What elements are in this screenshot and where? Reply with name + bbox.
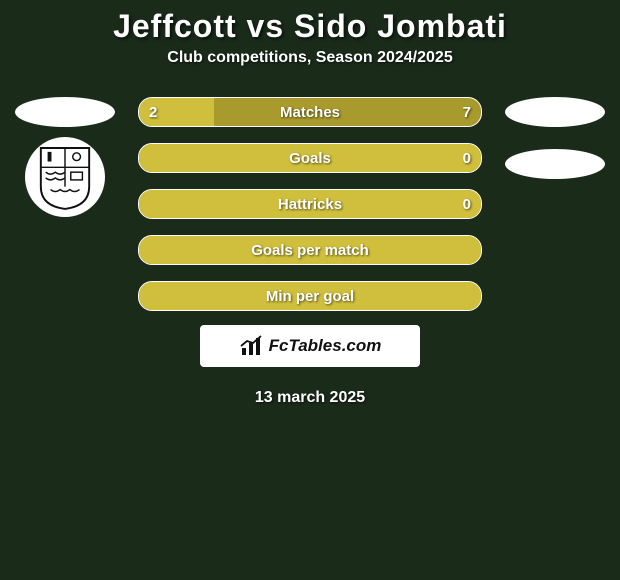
content-row: 2Matches7Goals0Hattricks0Goals per match… bbox=[10, 97, 610, 311]
stat-bar-goals-per-match: Goals per match bbox=[138, 235, 482, 265]
stat-bar-matches: 2Matches7 bbox=[138, 97, 482, 127]
brand-name: FcTables.com bbox=[269, 336, 382, 356]
right-player-column bbox=[500, 97, 610, 179]
subtitle: Club competitions, Season 2024/2025 bbox=[10, 49, 610, 67]
stat-label: Hattricks bbox=[139, 190, 481, 218]
player-right-oval-2 bbox=[505, 149, 605, 179]
date-line: 13 march 2025 bbox=[10, 389, 610, 407]
stat-value-right: 0 bbox=[463, 144, 471, 172]
player-left-crest bbox=[25, 137, 105, 217]
stats-column: 2Matches7Goals0Hattricks0Goals per match… bbox=[138, 97, 482, 311]
stat-label: Min per goal bbox=[139, 282, 481, 310]
stat-bar-hattricks: Hattricks0 bbox=[138, 189, 482, 219]
stat-value-right: 7 bbox=[463, 98, 471, 126]
player-left-oval bbox=[15, 97, 115, 127]
brand-logo-box[interactable]: FcTables.com bbox=[200, 325, 420, 367]
shield-crest-icon bbox=[36, 143, 94, 211]
stat-label: Goals per match bbox=[139, 236, 481, 264]
page-title: Jeffcott vs Sido Jombati bbox=[10, 0, 610, 49]
stat-label: Goals bbox=[139, 144, 481, 172]
stat-value-right: 0 bbox=[463, 190, 471, 218]
stat-bar-goals: Goals0 bbox=[138, 143, 482, 173]
stat-bar-min-per-goal: Min per goal bbox=[138, 281, 482, 311]
comparison-widget: Jeffcott vs Sido Jombati Club competitio… bbox=[0, 0, 620, 407]
stat-label: Matches bbox=[139, 98, 481, 126]
player-right-oval-1 bbox=[505, 97, 605, 127]
left-player-column bbox=[10, 97, 120, 217]
bar-chart-icon bbox=[239, 334, 263, 358]
